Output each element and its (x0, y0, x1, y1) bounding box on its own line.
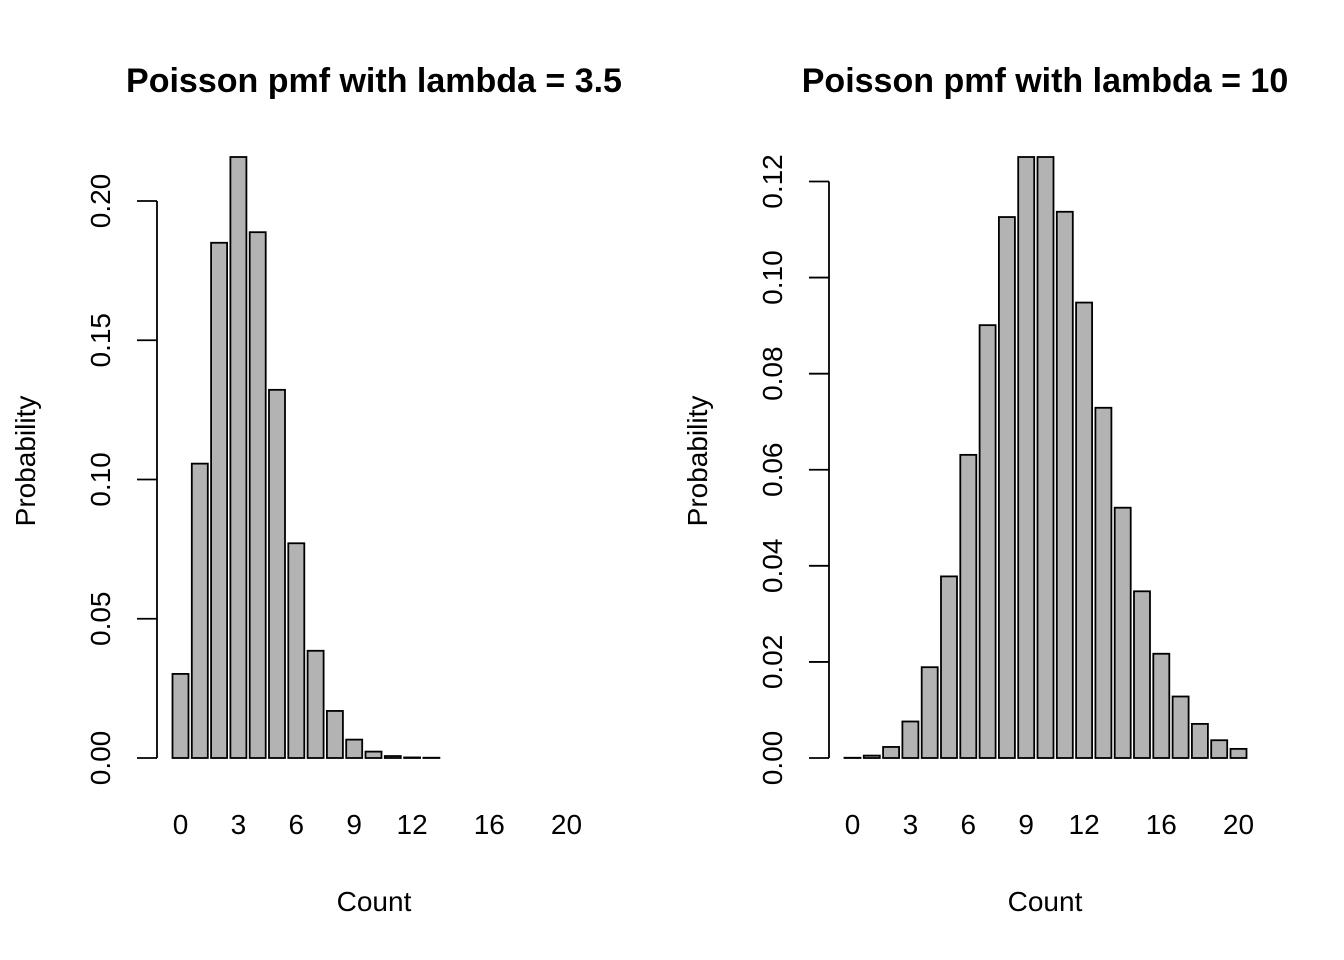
x-tick-label: 20 (1223, 809, 1254, 840)
chart-panel-lambda-10: Poisson pmf with lambda = 10 Count Proba… (682, 62, 1288, 917)
bar-count-3 (229, 156, 248, 759)
x-tick-label: 6 (289, 809, 305, 840)
bar-count-11 (1055, 210, 1074, 759)
x-axis-ticks: 0 3 6 9 12 16 20 (173, 809, 582, 840)
x-tick-label: 12 (397, 809, 428, 840)
bar-count-3 (901, 720, 920, 759)
bar-count-8 (998, 216, 1016, 759)
bar-count-19 (1210, 739, 1229, 759)
x-tick-label: 3 (231, 809, 247, 840)
bar-count-18 (1191, 722, 1209, 759)
bar-count-11 (383, 755, 402, 759)
x-axis-label: Count (337, 886, 412, 917)
y-axis: 0.00 0.05 0.10 0.15 0.20 (85, 174, 158, 786)
x-axis-ticks: 0 3 6 9 12 16 20 (845, 809, 1254, 840)
bar-count-7 (978, 324, 997, 759)
x-tick-label: 16 (1146, 809, 1177, 840)
bar-count-4 (920, 666, 939, 759)
y-tick-label: 0.04 (757, 539, 788, 594)
bar-count-6 (287, 542, 306, 759)
bar-count-12 (1075, 301, 1093, 759)
y-axis: 0.00 0.02 0.04 0.06 0.08 0.10 0.12 (757, 154, 830, 786)
x-tick-label: 20 (551, 809, 582, 840)
x-tick-label: 16 (474, 809, 505, 840)
bar-count-6 (959, 453, 978, 759)
x-tick-label: 6 (961, 809, 977, 840)
bars (843, 156, 1248, 759)
bar-count-12 (403, 756, 422, 759)
bar-count-10 (364, 750, 383, 759)
x-tick-label: 0 (845, 809, 861, 840)
x-axis-label: Count (1008, 886, 1083, 917)
bar-count-15 (1133, 590, 1151, 759)
y-tick-label: 0.15 (85, 313, 116, 368)
bar-count-9 (1017, 156, 1036, 759)
y-axis-label: Probability (682, 396, 713, 527)
bar-count-2 (210, 241, 229, 759)
y-tick-label: 0.20 (85, 174, 116, 229)
bar-count-7 (306, 649, 325, 759)
y-tick-label: 0.06 (757, 443, 788, 498)
x-tick-label: 0 (173, 809, 189, 840)
bar-count-4 (248, 231, 267, 759)
y-tick-label: 0.00 (85, 731, 116, 786)
y-tick-label: 0.10 (85, 452, 116, 507)
chart-panel-lambda-3-5: Poisson pmf with lambda = 3.5 Count Prob… (10, 62, 622, 917)
bar-count-20 (1229, 747, 1248, 759)
bar-count-13 (1094, 406, 1113, 759)
x-tick-label: 9 (1018, 809, 1034, 840)
y-tick-label: 0.10 (757, 250, 788, 305)
y-tick-label: 0.12 (757, 154, 788, 209)
bar-count-14 (1113, 506, 1132, 759)
bar-count-2 (882, 746, 900, 759)
x-tick-label: 12 (1069, 809, 1100, 840)
y-tick-label: 0.05 (85, 592, 116, 647)
bar-count-17 (1171, 695, 1190, 759)
bar-count-5 (940, 575, 958, 759)
y-axis-label: Probability (10, 396, 41, 527)
x-tick-label: 9 (346, 809, 362, 840)
bar-count-0 (171, 672, 190, 759)
x-tick-label: 3 (903, 809, 919, 840)
chart-title: Poisson pmf with lambda = 10 (802, 62, 1289, 100)
y-tick-label: 0.02 (757, 635, 788, 690)
bars (171, 156, 441, 759)
bar-count-16 (1152, 652, 1171, 759)
y-tick-label: 0.08 (757, 346, 788, 401)
bar-count-1 (862, 754, 881, 759)
y-tick-label: 0.00 (757, 731, 788, 786)
bar-count-5 (268, 388, 286, 759)
bar-count-8 (325, 710, 344, 759)
bar-count-9 (345, 738, 364, 759)
bar-count-1 (190, 462, 209, 759)
chart-title: Poisson pmf with lambda = 3.5 (126, 62, 622, 100)
bar-count-10 (1036, 156, 1055, 759)
